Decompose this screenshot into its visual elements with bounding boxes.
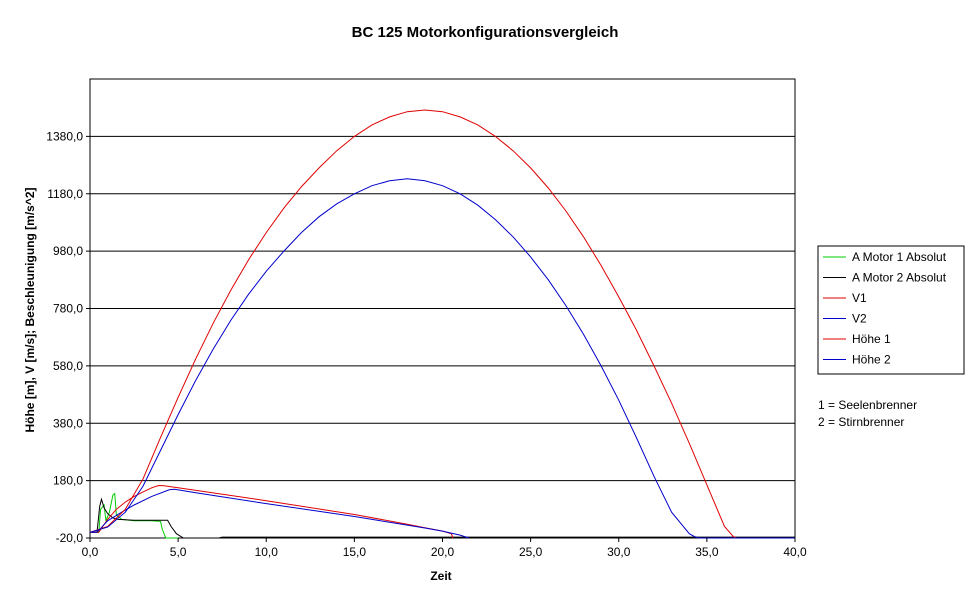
- x-tick-label: 25,0: [519, 545, 543, 559]
- x-tick-label: 40,0: [783, 545, 807, 559]
- legend-label: V1: [852, 291, 867, 305]
- x-tick-label: 15,0: [343, 545, 367, 559]
- legend-label: Höhe 1: [852, 332, 891, 346]
- legend-label: A Motor 1 Absolut: [852, 250, 947, 264]
- y-tick-label: 780,0: [53, 302, 83, 316]
- series-line-0: [90, 492, 179, 539]
- annotation-stirnbrenner: 2 = Stirnbrenner: [818, 415, 904, 429]
- legend-label: Höhe 2: [852, 353, 891, 367]
- y-tick-label: 1180,0: [47, 187, 83, 201]
- y-tick-label: 980,0: [53, 244, 83, 258]
- x-tick-label: 30,0: [607, 545, 631, 559]
- series-line-3: [90, 488, 470, 539]
- y-tick-label: 580,0: [53, 359, 83, 373]
- x-axis-label: Zeit: [430, 569, 451, 583]
- annotation-seelenbrenner: 1 = Seelenbrenner: [818, 398, 917, 412]
- legend-label: A Motor 2 Absolut: [852, 271, 947, 285]
- gridlines: [90, 135, 795, 482]
- y-tick-label: -20,0: [56, 531, 84, 545]
- x-tick-label: 10,0: [255, 545, 279, 559]
- series-line-1: [90, 497, 795, 539]
- x-tick-label: 20,0: [431, 545, 455, 559]
- y-tick-label: 1380,0: [46, 129, 83, 143]
- series-layer: [89, 109, 795, 539]
- chart-title: BC 125 Motorkonfigurationsvergleich: [352, 24, 619, 41]
- x-axis: 0,0 5,0 10,0 15,0 20,0 25,0 30,0 35,0 40,0: [82, 538, 807, 559]
- y-axis: -20,0 180,0 380,0 580,0 780,0 980,0 1180,0 1380…: [46, 129, 90, 545]
- series-line-5: [89, 178, 795, 539]
- x-tick-label: 35,0: [695, 545, 719, 559]
- legend-box: [817, 245, 965, 375]
- y-tick-label: 380,0: [53, 416, 83, 430]
- x-tick-label: 5,0: [170, 545, 187, 559]
- y-tick-label: 180,0: [53, 474, 83, 488]
- legend-label: V2: [852, 312, 867, 326]
- series-line-2: [90, 484, 454, 539]
- x-tick-label: 0,0: [82, 545, 99, 559]
- legend: A Motor 1 Absolut A Motor 2 Absolut V1 V2 Hö…: [817, 245, 965, 375]
- y-axis-label: Höhe [m], V [m/s]; Beschleunigung [m/s^2…: [23, 187, 37, 432]
- series-line-4: [89, 109, 737, 539]
